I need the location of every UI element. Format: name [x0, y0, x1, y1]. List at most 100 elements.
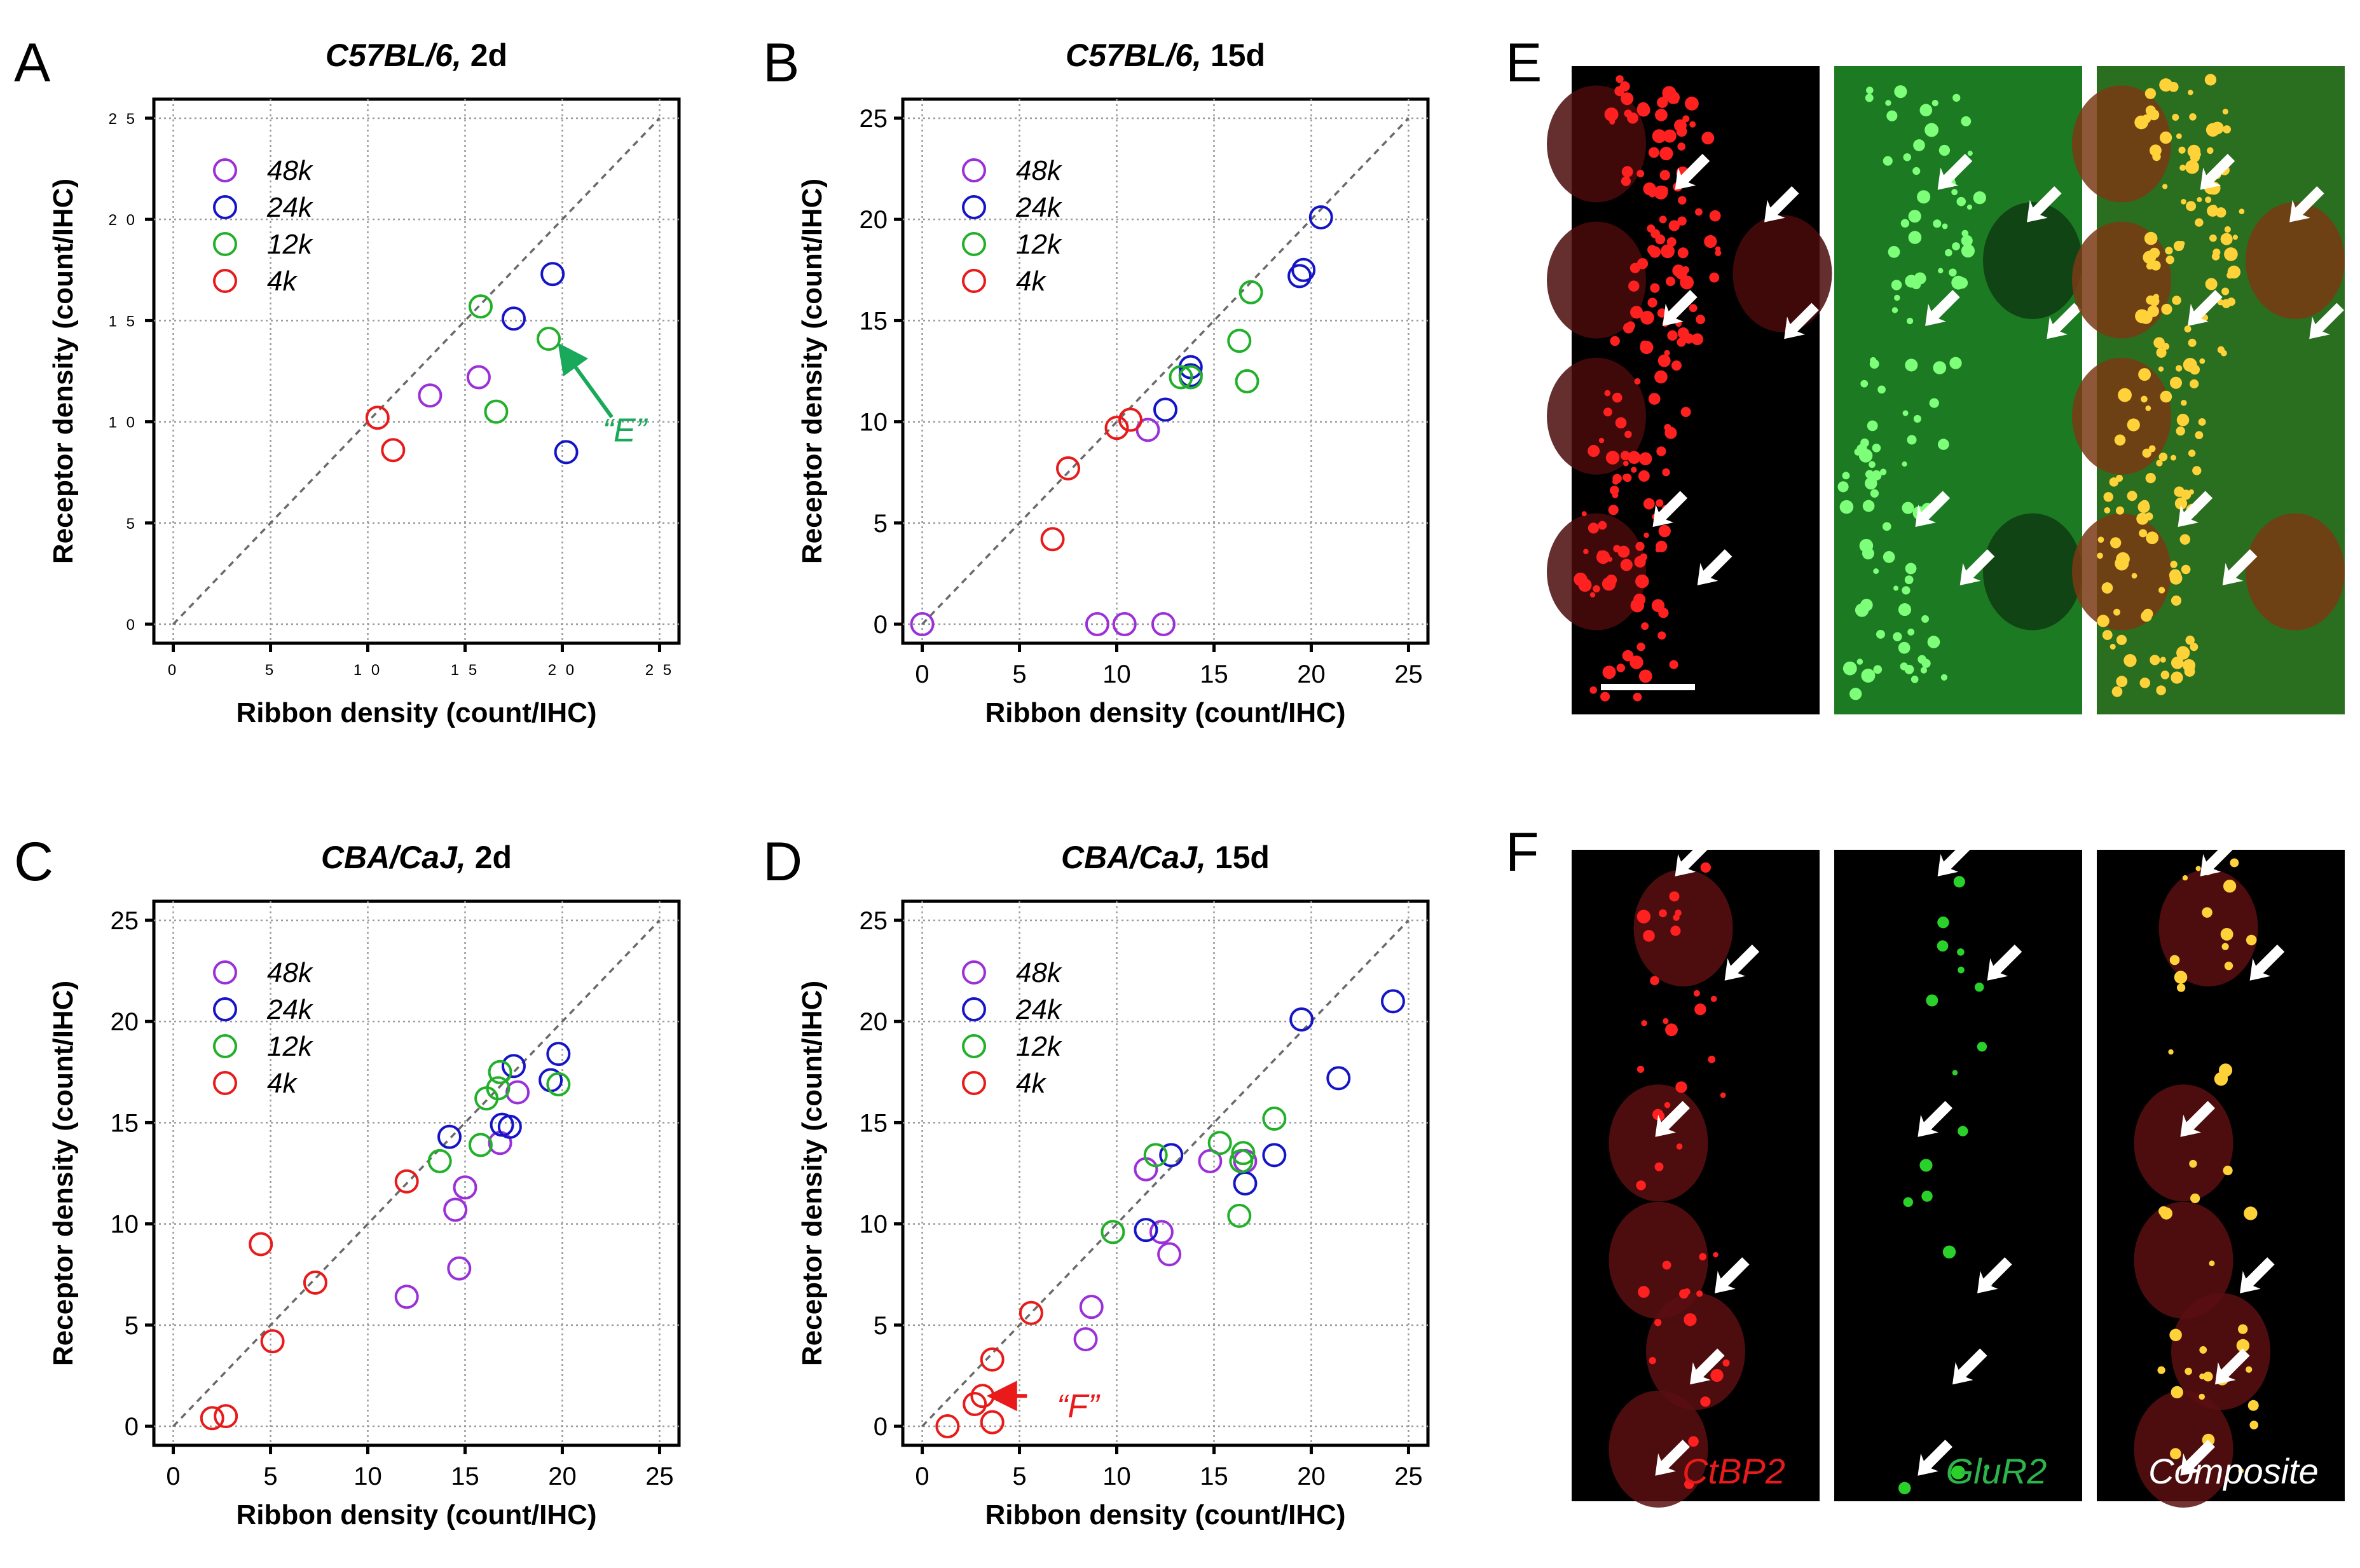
data-point [554, 440, 579, 465]
y-tick-label: 15 [860, 307, 888, 335]
pointer-arrow-icon [1918, 1101, 1953, 1137]
data-point [381, 438, 406, 463]
punctum [1638, 1286, 1650, 1298]
data-point [546, 1072, 571, 1096]
micrograph-e-merge [2072, 66, 2345, 714]
punctum [1956, 277, 1968, 289]
punctum [2097, 552, 2103, 559]
punctum [1704, 235, 1717, 249]
punctum [1867, 420, 1878, 432]
punctum [1937, 940, 1949, 952]
cell-body [2072, 357, 2171, 475]
punctum [1650, 283, 1660, 293]
pointer-arrow-icon [1959, 549, 1995, 585]
x-tick-label: 10 [1102, 660, 1131, 688]
legend-label-48k: 48k [267, 155, 313, 186]
legend-label-24k: 24k [1015, 192, 1062, 223]
punctum [1588, 445, 1600, 458]
punctum [2217, 346, 2225, 353]
y-tick-label: 5 [874, 1312, 888, 1340]
punctum [1648, 147, 1659, 158]
punctum [1860, 438, 1869, 447]
punctum [1937, 917, 1949, 929]
punctum [1664, 350, 1670, 356]
legend-marker-12k [213, 1034, 237, 1058]
punctum [1958, 1126, 1968, 1136]
punctum [1699, 1253, 1706, 1261]
series-48k [418, 365, 491, 408]
punctum [1966, 204, 1973, 210]
cell-body [2072, 513, 2171, 631]
punctum [1652, 129, 1666, 144]
punctum [1635, 542, 1645, 551]
punctum [1657, 354, 1671, 367]
x-axis-label: Ribbon density (count/IHC) [236, 697, 596, 728]
punctum [2185, 635, 2195, 645]
x-tick-label: 0 [915, 1462, 929, 1490]
pointer-arrow-icon [2178, 491, 2213, 528]
cell-body [2246, 513, 2345, 631]
y-tick-label: 0 [127, 617, 137, 634]
micrograph-e-green [1834, 66, 2082, 714]
punctum [2144, 512, 2153, 521]
punctum [1661, 244, 1675, 259]
punctum [2101, 582, 2113, 594]
punctum [1900, 662, 1908, 671]
punctum [1876, 630, 1885, 639]
punctum [1650, 976, 1659, 986]
x-tick-label: 15 [451, 1462, 479, 1490]
punctum [1938, 439, 1949, 450]
y-tick-label: 10 [860, 1211, 888, 1239]
data-point [497, 1114, 522, 1139]
pointer-arrow-icon [1987, 944, 2022, 981]
punctum [1722, 1359, 1730, 1367]
punctum [2187, 144, 2201, 158]
punctum [1641, 1019, 1647, 1026]
punctum [2179, 165, 2186, 171]
data-point [537, 327, 561, 351]
micrograph-f-merge: Composite [2097, 840, 2345, 1508]
punctum [1700, 862, 1711, 873]
panel-letter-e: E [1506, 32, 1542, 93]
punctum [2150, 260, 2161, 271]
punctum [2145, 473, 2156, 484]
punctum [1657, 97, 1668, 108]
punctum [1891, 280, 1902, 290]
punctum [1907, 629, 1915, 636]
x-axis-label: Ribbon density (count/IHC) [985, 1499, 1345, 1531]
chart-b: 0 5 10 15 20 25 0 5 10 15 20 25 Ribbon density (coun… [797, 37, 1430, 728]
x-tick-label: 5 [1012, 1462, 1026, 1490]
chart-title-strain: C57BL/6, [1066, 37, 1202, 73]
data-point [418, 383, 442, 408]
punctum [1664, 1101, 1671, 1108]
punctum [2144, 88, 2157, 99]
data-point [546, 1042, 571, 1067]
punctum [1682, 115, 1690, 123]
pointer-arrow-icon [2289, 186, 2324, 222]
punctum [2176, 133, 2182, 139]
y-tick-label: 15 [860, 1109, 888, 1137]
grid-lines [903, 901, 1428, 1445]
legend-label-12k: 12k [1016, 1031, 1062, 1062]
punctum [2221, 299, 2231, 308]
series-48k [910, 418, 1176, 637]
chart-title-strain: CBA/CaJ, [321, 840, 466, 875]
chart-d: 0 5 10 15 20 25 0 5 10 15 20 25 Ribbon density (coun… [797, 840, 1430, 1531]
cell-body [1609, 1084, 1708, 1202]
punctum [2158, 587, 2165, 594]
punctum [2223, 125, 2231, 133]
plot-frame [152, 899, 681, 1447]
punctum [1656, 499, 1664, 507]
punctum [1677, 337, 1686, 347]
x-tick-label: 25 [1394, 1462, 1423, 1490]
punctum [2114, 434, 2126, 446]
punctum [1908, 231, 1922, 244]
punctum [1659, 170, 1670, 181]
x-tick-label: 15 [1200, 660, 1228, 688]
data-point [1157, 1242, 1182, 1267]
punctum [1654, 1162, 1664, 1171]
punctum [1602, 576, 1616, 591]
legend-marker-12k [962, 1034, 986, 1058]
series-4k [365, 406, 406, 463]
punctum [1885, 100, 1891, 106]
